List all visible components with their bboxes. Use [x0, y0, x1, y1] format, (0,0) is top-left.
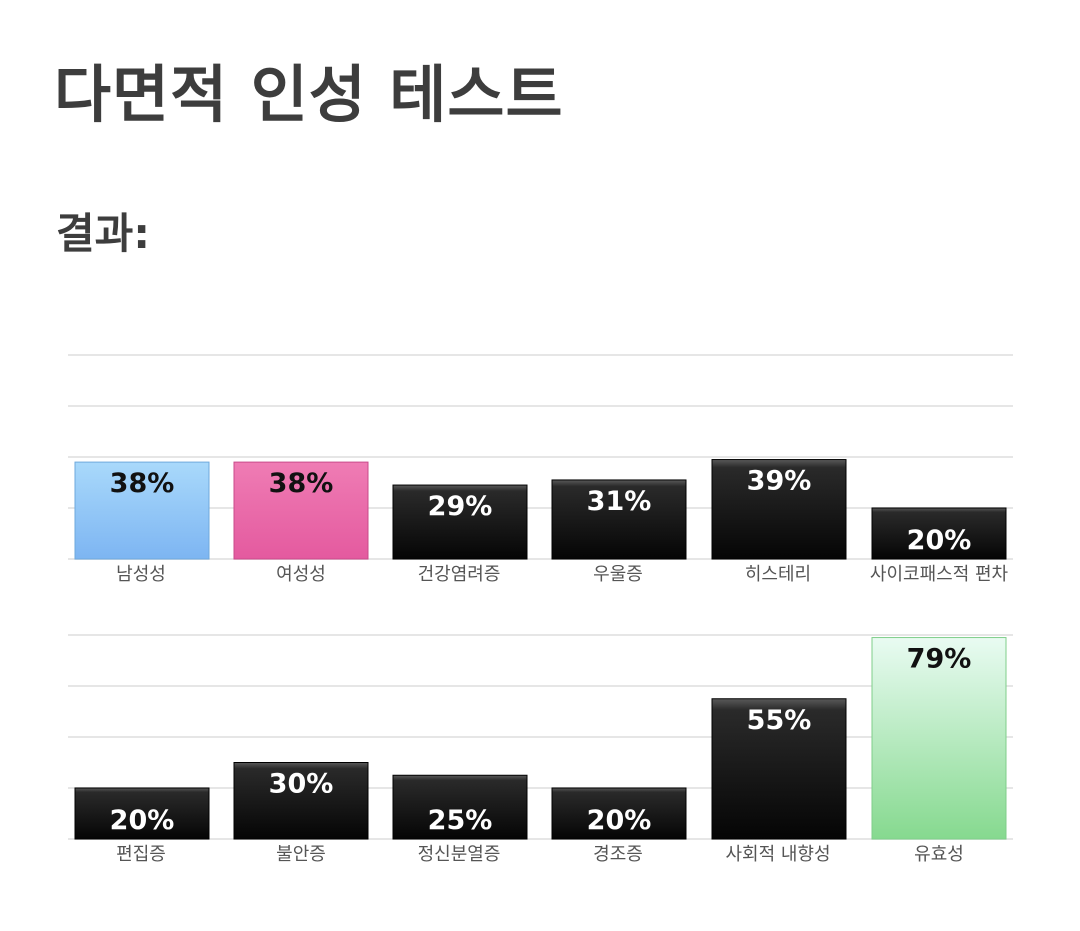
category-label: 건강염려증 — [418, 564, 501, 585]
bar-2-6 — [871, 637, 1007, 840]
category-label: 편집증 — [116, 844, 166, 865]
category-label: 여성성 — [276, 564, 326, 585]
bar-1-4 — [551, 479, 687, 560]
bar-value-label: 38% — [269, 468, 334, 499]
category-label: 우울증 — [593, 564, 643, 585]
results-heading: 결과: — [56, 209, 151, 258]
bar-1-1 — [74, 461, 210, 560]
category-label: 불안증 — [276, 844, 326, 865]
bar-1-5 — [711, 459, 847, 560]
bar-value-label: 20% — [110, 805, 175, 836]
bar-2-4 — [551, 787, 687, 840]
bar-value-label: 38% — [110, 468, 175, 499]
category-label: 정신분열증 — [418, 844, 501, 865]
bar-chart-2: 20% 편집증 30% 불안증 25% 정신분열증 20% 경조증 55% 사회적 내향성 79% 유… — [68, 634, 1013, 865]
bar-1-6 — [871, 507, 1007, 560]
category-label: 유효성 — [914, 844, 964, 865]
bar-2-2 — [233, 762, 369, 840]
category-label: 경조증 — [593, 844, 643, 865]
bar-2-3 — [392, 774, 528, 840]
category-label: 히스테리 — [745, 564, 811, 585]
bar-value-label: 55% — [747, 705, 812, 736]
bar-value-label: 29% — [428, 491, 493, 522]
category-label: 사이코패스적 편차 — [870, 564, 1009, 585]
bar-value-label: 20% — [587, 805, 652, 836]
bar-2-5 — [711, 698, 847, 840]
bar-1-3 — [392, 484, 528, 560]
bar-2-1 — [74, 787, 210, 840]
bar-value-label: 25% — [428, 805, 493, 836]
bar-value-label: 39% — [747, 466, 812, 497]
page-title: 다면적 인성 테스트 — [54, 58, 564, 131]
category-label: 남성성 — [116, 564, 166, 585]
bar-value-label: 20% — [907, 525, 972, 556]
bar-value-label: 30% — [269, 769, 334, 800]
bar-value-label: 31% — [587, 486, 652, 517]
category-label: 사회적 내향성 — [725, 844, 830, 865]
bar-1-2 — [233, 461, 369, 560]
bar-chart-1: 38% 남성성 38% 여성성 29% 건강염려증 31% 우울증 39% 히스테리 20% 사이코패… — [68, 354, 1013, 585]
bar-value-label: 79% — [907, 644, 972, 675]
